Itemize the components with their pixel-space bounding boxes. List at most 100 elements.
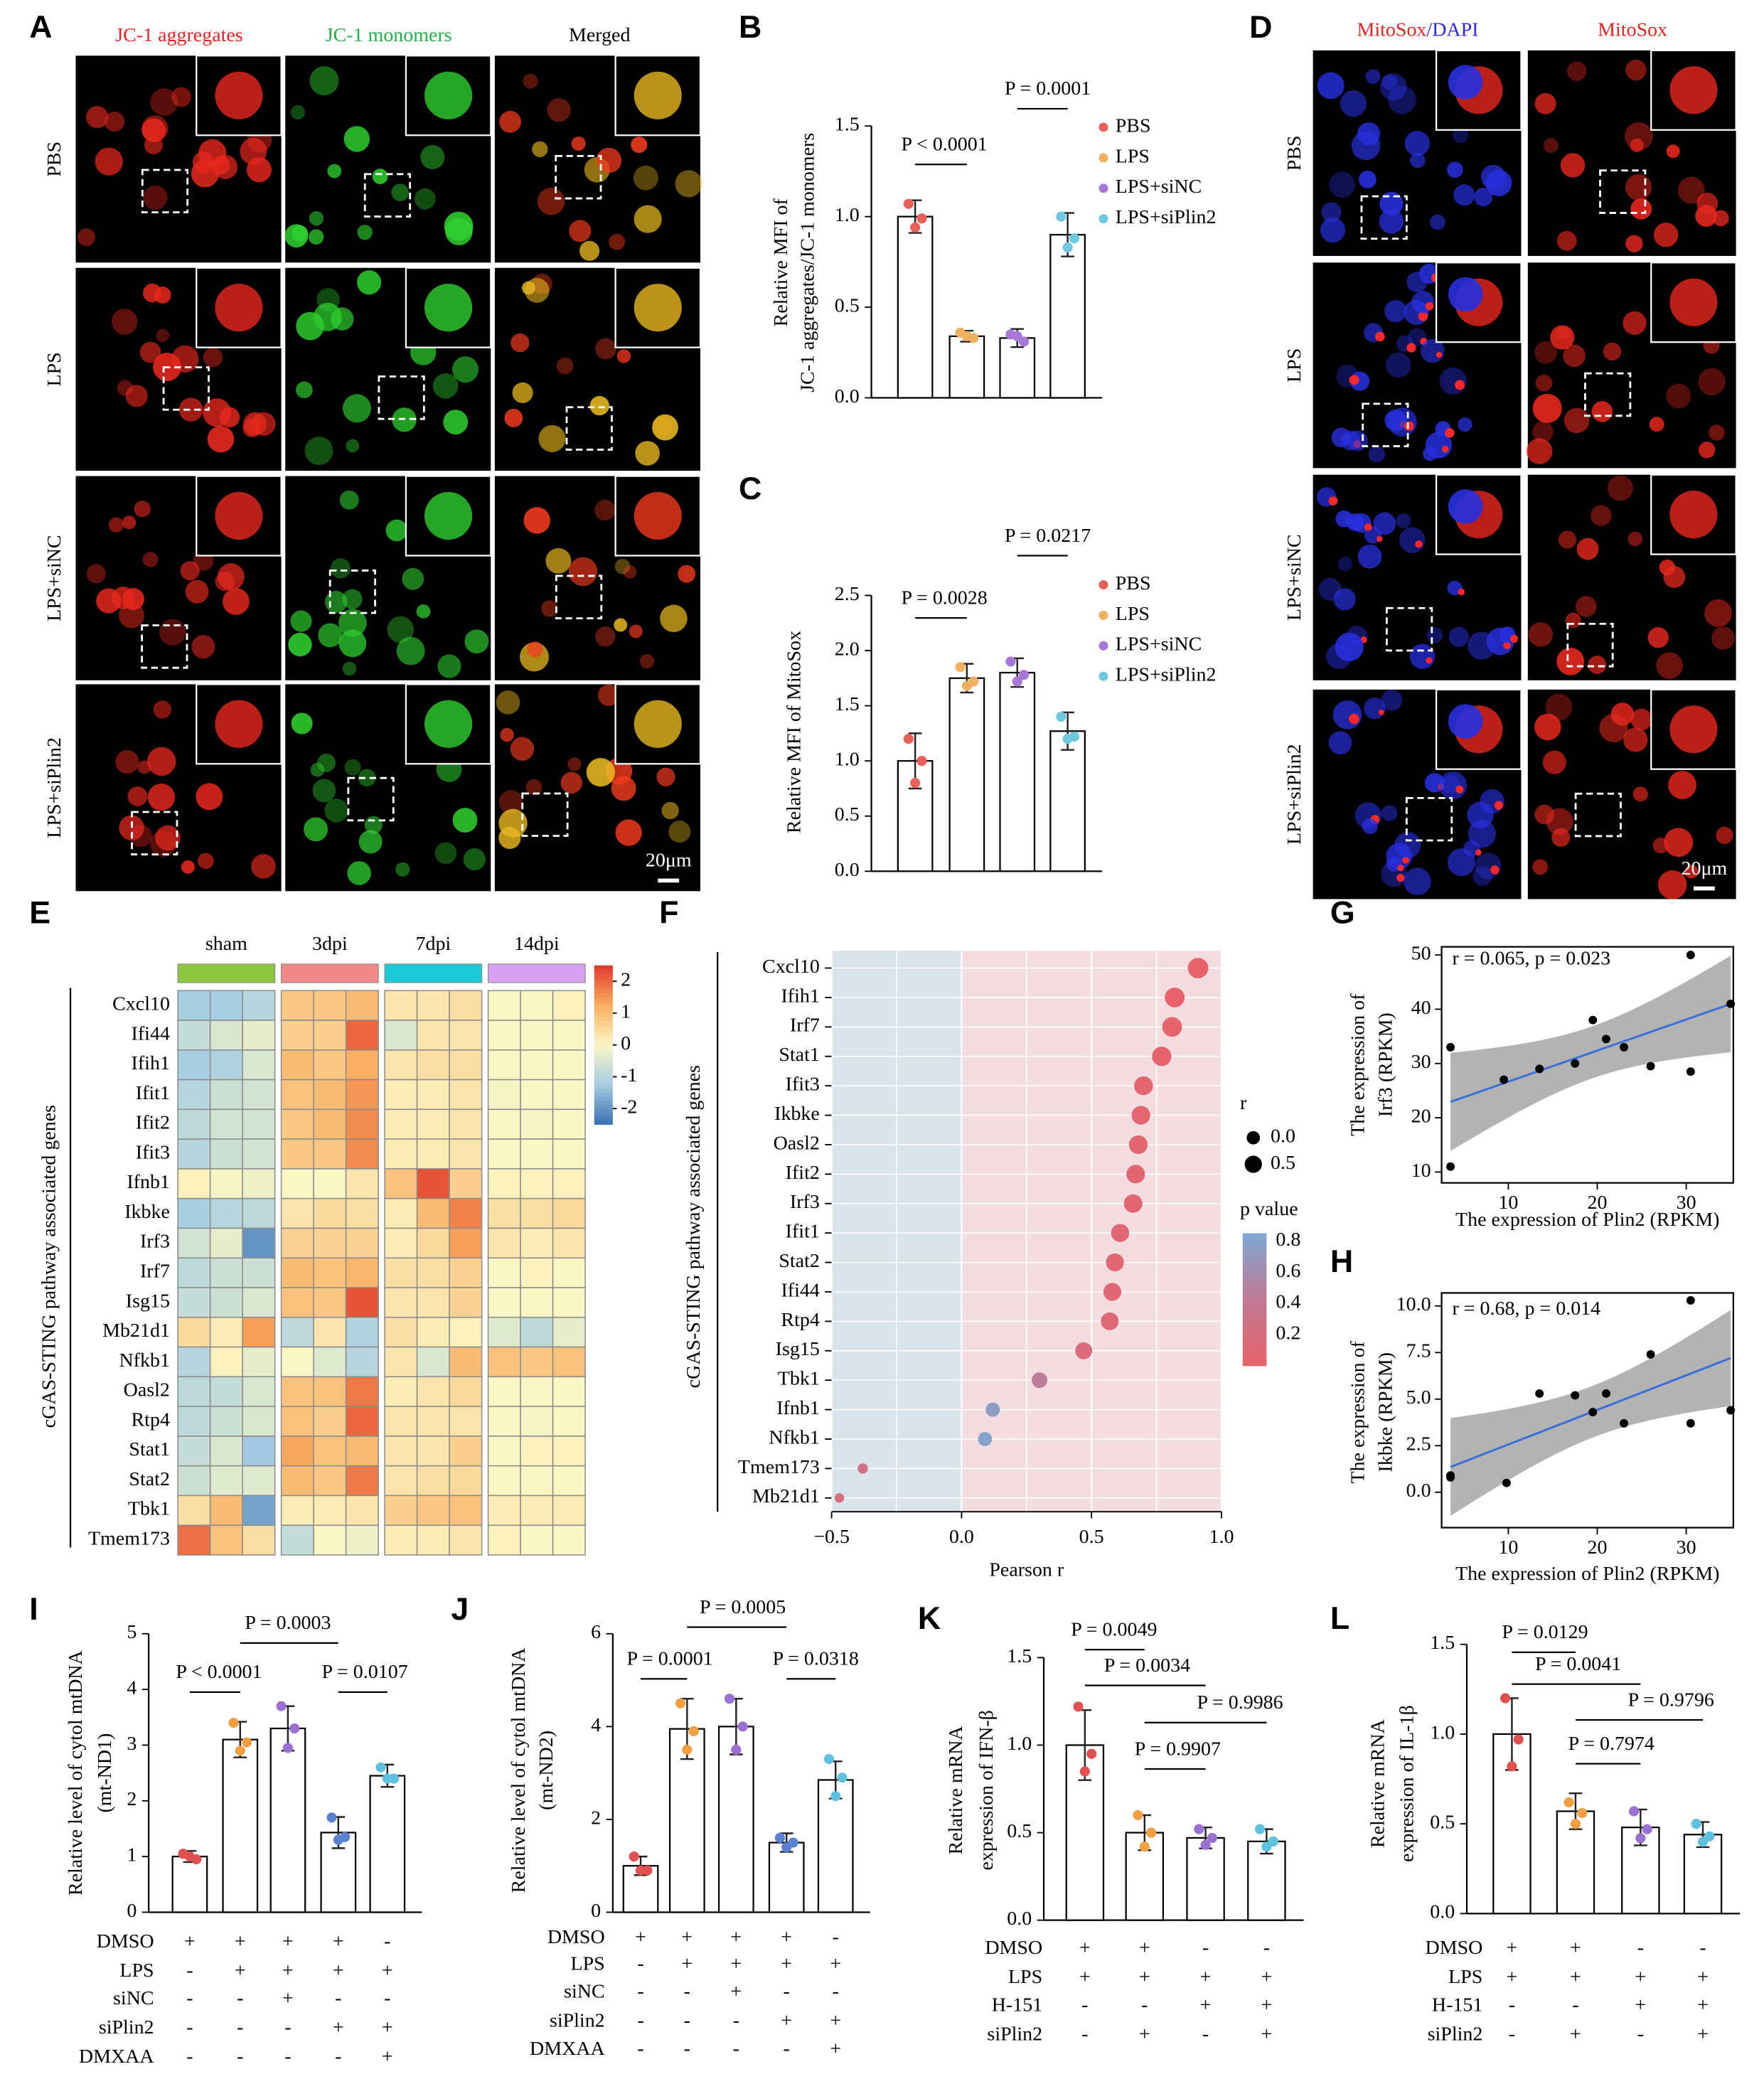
heat-cell bbox=[552, 990, 586, 1021]
condition-cell: - bbox=[784, 2038, 790, 2060]
heat-cell bbox=[345, 1108, 379, 1140]
heat-cell bbox=[345, 1287, 379, 1318]
condition-label: H-151 bbox=[992, 1994, 1042, 2016]
legend-label: LPS bbox=[1116, 145, 1150, 167]
heat-cell bbox=[520, 1406, 554, 1437]
data-point bbox=[1200, 1839, 1211, 1850]
heat-cell bbox=[209, 1436, 243, 1467]
cell-blob bbox=[146, 747, 176, 776]
dot bbox=[1187, 958, 1209, 978]
cell-blob bbox=[1575, 596, 1597, 617]
colorbar-slice bbox=[594, 1017, 613, 1022]
data-point bbox=[1642, 1824, 1652, 1834]
cell-blob bbox=[595, 338, 616, 360]
y-tick-label: 30 bbox=[1411, 1051, 1431, 1073]
y-axis-label: The expression of bbox=[1347, 1340, 1369, 1483]
panel-label: D bbox=[1249, 9, 1272, 45]
condition-cell: - bbox=[1202, 1937, 1209, 1959]
cell-blob bbox=[150, 830, 177, 857]
cell-blob bbox=[159, 619, 186, 646]
condition-cell: + bbox=[1570, 2023, 1581, 2045]
cell-blob bbox=[291, 712, 313, 734]
row-label: LPS+siNC bbox=[43, 535, 65, 621]
cell-blob bbox=[594, 499, 616, 521]
cell-blob bbox=[416, 604, 431, 619]
data-point bbox=[1563, 1797, 1574, 1807]
heat-cell bbox=[313, 1108, 347, 1140]
row-label: Rtp4 bbox=[132, 1408, 170, 1431]
cell-blob bbox=[1532, 393, 1562, 423]
cell-blob bbox=[1666, 383, 1691, 409]
colorbar-slice bbox=[594, 965, 613, 970]
colorbar-slice bbox=[594, 1049, 613, 1054]
cell-blob bbox=[1625, 173, 1652, 201]
row-label: PBS bbox=[1283, 136, 1305, 171]
cell-blob bbox=[1337, 556, 1353, 572]
condition-cell: + bbox=[1261, 1994, 1272, 2016]
cell-blob bbox=[1388, 407, 1417, 437]
y-tick-label: Stat1 bbox=[779, 1044, 820, 1066]
heat-cell bbox=[242, 1257, 276, 1288]
y-tick-label: Ikbke bbox=[774, 1103, 820, 1125]
color-legend-title: p value bbox=[1240, 1198, 1298, 1220]
heat-cell bbox=[449, 1346, 483, 1378]
bar bbox=[171, 1856, 208, 1913]
condition-cell: - bbox=[684, 2038, 690, 2060]
data-point bbox=[1697, 1837, 1709, 1847]
condition-cell: + bbox=[1261, 1966, 1272, 1988]
heat-cell bbox=[313, 1257, 347, 1288]
data-point bbox=[1513, 1734, 1524, 1745]
column-title: JC-1 monomers bbox=[326, 25, 452, 47]
condition-cell: + bbox=[1139, 1937, 1150, 1959]
heat-cell bbox=[209, 1108, 243, 1140]
data-point bbox=[1602, 1389, 1610, 1398]
colorbar-slice bbox=[594, 1041, 613, 1046]
cell-blob bbox=[1652, 837, 1669, 854]
x-axis-label: The expression of Plin2 (RPKM) bbox=[1455, 1563, 1719, 1585]
condition-cell: - bbox=[284, 2016, 291, 2038]
cell-blob bbox=[1623, 311, 1647, 335]
cell-blob bbox=[290, 610, 312, 632]
heat-cell bbox=[487, 1346, 521, 1378]
cell-blob bbox=[1657, 870, 1687, 899]
x-tick-label: 30 bbox=[1677, 1536, 1696, 1559]
data-point bbox=[688, 1726, 699, 1736]
cell-blob bbox=[463, 848, 486, 871]
legend-swatch bbox=[1099, 122, 1108, 132]
colorbar-slice bbox=[594, 1076, 613, 1081]
condition-label: siNC bbox=[113, 1987, 154, 2009]
cell-blob bbox=[156, 328, 169, 343]
condition-cell: - bbox=[186, 2046, 193, 2068]
colorbar-slice bbox=[1242, 1263, 1267, 1267]
cell-blob bbox=[1448, 704, 1483, 739]
group-bar bbox=[177, 963, 276, 983]
condition-cell: + bbox=[1697, 1966, 1709, 1988]
heat-cell bbox=[487, 1138, 521, 1170]
heat-cell bbox=[449, 1436, 483, 1467]
panel-label: A bbox=[29, 9, 52, 45]
data-point bbox=[282, 1743, 294, 1753]
cell-blob bbox=[560, 771, 582, 794]
heat-cell bbox=[209, 1495, 243, 1526]
data-point bbox=[1086, 1748, 1097, 1759]
cell-blob bbox=[614, 618, 628, 632]
colorbar-slice bbox=[594, 1084, 613, 1089]
heat-cell bbox=[416, 1197, 450, 1229]
heat-cell bbox=[384, 1108, 418, 1140]
condition-cell: - bbox=[1637, 2023, 1644, 2045]
colorbar-slice bbox=[1242, 1259, 1267, 1263]
cell-blob bbox=[95, 147, 123, 176]
heat-cell bbox=[416, 1079, 450, 1111]
cell-blob bbox=[1545, 693, 1573, 721]
legend-label: PBS bbox=[1116, 572, 1151, 594]
condition-cell: - bbox=[1263, 1937, 1270, 1959]
condition-cell: - bbox=[186, 2016, 193, 2038]
data-point bbox=[1620, 1042, 1628, 1052]
heat-cell bbox=[552, 1168, 586, 1199]
cell-blob bbox=[1546, 808, 1573, 835]
heat-cell bbox=[552, 1049, 586, 1081]
data-point bbox=[916, 213, 927, 224]
size-legend-title: r bbox=[1240, 1092, 1247, 1114]
heat-cell bbox=[384, 1197, 418, 1229]
condition-cell: + bbox=[830, 1952, 841, 1974]
